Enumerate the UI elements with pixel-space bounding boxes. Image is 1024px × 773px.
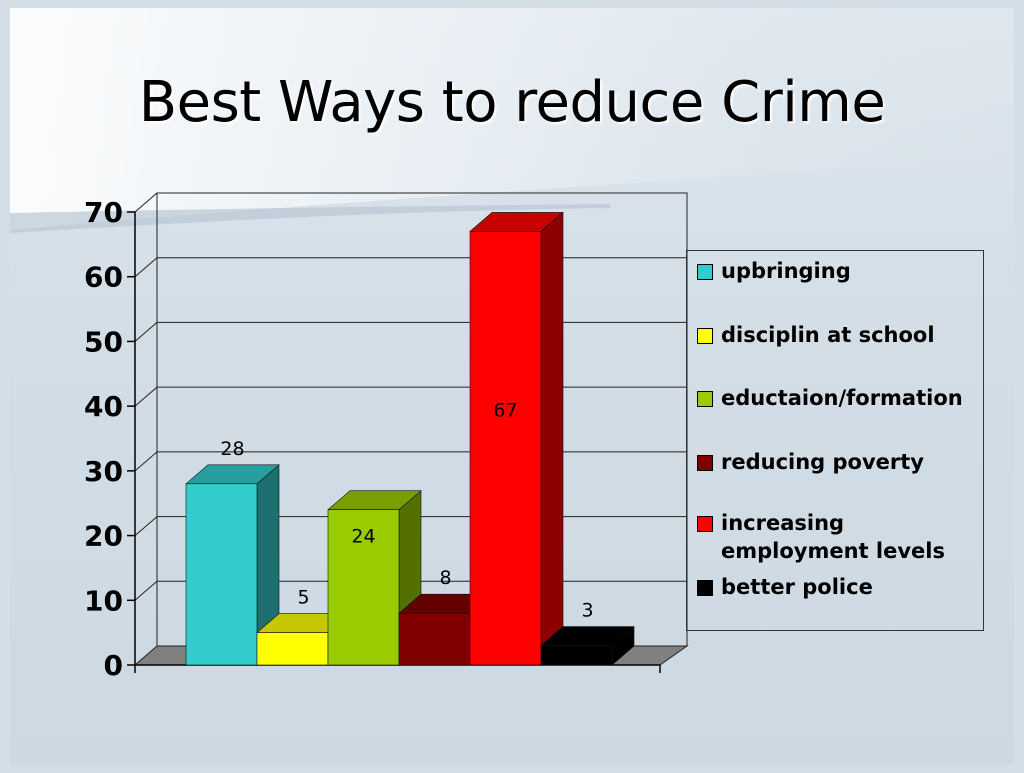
legend-swatch (697, 580, 713, 596)
data-label: 67 (493, 399, 517, 421)
chart-gridline-side (134, 516, 158, 536)
y-tick-label: 0 (104, 649, 123, 682)
chart-legend: upbringing disciplin at school eductaion/f… (686, 250, 984, 631)
data-label: 28 (220, 438, 244, 460)
legend-item: reducing poverty (697, 448, 986, 476)
bar-better-police (540, 625, 635, 666)
y-tick-label: 10 (84, 584, 123, 617)
data-label: 8 (439, 567, 451, 589)
bar-front (540, 645, 613, 666)
y-tick-label: 30 (84, 455, 123, 488)
bar-front (256, 632, 329, 666)
chart-gridlines (134, 192, 687, 601)
bar-front (185, 483, 258, 666)
chart-gridline-side (134, 580, 158, 601)
bar-front (327, 509, 400, 666)
y-tick-label: 20 (84, 520, 123, 553)
chart-bars (185, 211, 635, 666)
chart-y-tick-labels: 0 10 20 30 40 50 60 70 (84, 196, 123, 682)
legend-swatch (697, 328, 713, 344)
legend-item: eductaion/formation (697, 384, 986, 412)
legend-swatch (697, 391, 713, 407)
page-title: Best Ways to reduce Crime (138, 70, 886, 135)
bar-side (540, 211, 564, 666)
legend-swatch (697, 455, 713, 471)
y-tick-label: 60 (84, 261, 123, 294)
legend-label: better police (721, 575, 873, 599)
legend-label: increasing employment levels (721, 511, 945, 563)
legend-label: upbringing (721, 259, 851, 283)
chart-gridline-side (134, 386, 158, 407)
bar-front (469, 231, 542, 666)
data-label: 5 (297, 587, 309, 609)
bar-front (398, 612, 471, 666)
legend-item: better police (697, 573, 986, 601)
chart-gridline-side (134, 192, 158, 213)
chart-data-labels: 28 5 24 8 67 3 (220, 399, 593, 621)
chart-gridline-side (134, 451, 158, 472)
slide-swoosh-decoration (10, 8, 1014, 233)
bar-upbringing (185, 464, 280, 666)
legend-swatch (697, 264, 713, 280)
legend-label: disciplin at school (721, 323, 935, 347)
legend-item: disciplin at school (697, 321, 986, 349)
legend-label: reducing poverty (721, 450, 924, 474)
legend-item: upbringing (697, 257, 986, 285)
data-label: 3 (581, 600, 593, 622)
legend-item: increasing employment levels (697, 509, 986, 565)
data-label: 24 (351, 526, 375, 548)
legend-swatch (697, 516, 713, 532)
bar-increasing-employment-levels (469, 211, 564, 666)
chart-gridline-side (134, 257, 158, 278)
legend-label: eductaion/formation (721, 386, 963, 410)
chart-gridline-side (134, 322, 158, 342)
y-tick-label: 40 (84, 390, 123, 423)
y-tick-label: 70 (84, 196, 123, 229)
y-tick-label: 50 (84, 325, 123, 358)
